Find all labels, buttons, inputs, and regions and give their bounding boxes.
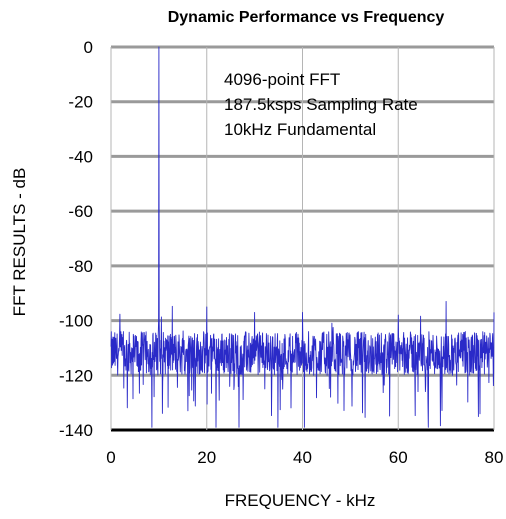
x-axis-label: FREQUENCY - kHz (225, 491, 376, 510)
y-tick-label: -100 (59, 312, 93, 331)
y-tick-label: -140 (59, 421, 93, 440)
x-tick-label: 80 (485, 448, 504, 467)
annotation-fft-points: 4096-point FFT (224, 70, 340, 89)
y-tick-label: 0 (84, 38, 93, 57)
y-tick-label: -120 (59, 366, 93, 385)
x-tick-label: 40 (293, 448, 312, 467)
y-tick-labels: 0 -20 -40 -60 -80 -100 -120 -140 (59, 38, 93, 440)
x-tick-label: 20 (197, 448, 216, 467)
y-tick-label: -20 (68, 93, 93, 112)
fft-spectrum-line (110, 46, 495, 428)
y-axis-label: FFT RESULTS - dB (10, 168, 29, 317)
annotation-sampling-rate: 187.5ksps Sampling Rate (224, 95, 418, 114)
x-tick-label: 60 (389, 448, 408, 467)
x-tick-labels: 0 20 40 60 80 (106, 448, 503, 467)
x-tick-label: 0 (106, 448, 115, 467)
y-tick-label: -60 (68, 202, 93, 221)
y-tick-label: -40 (68, 147, 93, 166)
annotation-fundamental: 10kHz Fundamental (224, 120, 376, 139)
y-tick-label: -80 (68, 257, 93, 276)
chart-title: Dynamic Performance vs Frequency (168, 9, 445, 26)
